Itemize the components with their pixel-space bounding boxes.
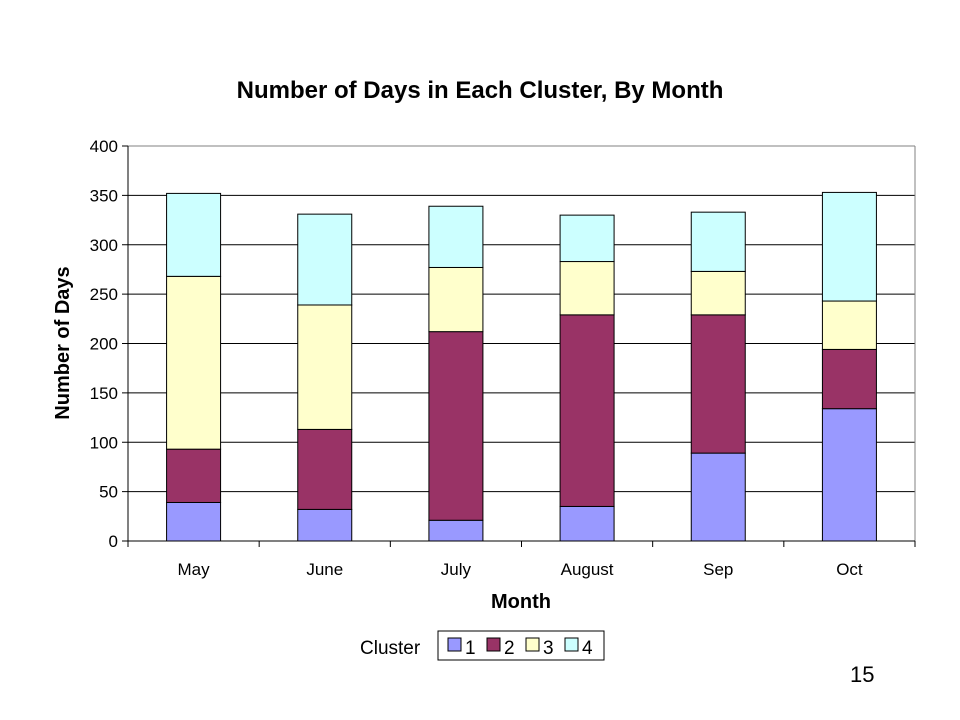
x-tick-label: Oct — [836, 560, 863, 579]
legend-swatch-cluster-2 — [486, 637, 501, 652]
bar-segment-cluster-1 — [690, 452, 746, 542]
bar-segment-cluster-3 — [297, 304, 353, 430]
legend: Cluster 1 2 3 4 — [360, 630, 605, 661]
y-tick-label: 0 — [109, 532, 118, 551]
bar-segment-cluster-4 — [821, 191, 877, 302]
legend-swatch-cluster-4 — [564, 637, 579, 652]
bar-segment-cluster-3 — [821, 300, 877, 350]
y-tick-label: 250 — [90, 285, 118, 304]
bar-segment-cluster-4 — [690, 211, 746, 272]
page-number: 15 — [850, 662, 875, 687]
y-tick-label: 50 — [99, 483, 118, 502]
legend-label-cluster-4: 4 — [582, 638, 593, 659]
legend-swatch-cluster-1 — [447, 637, 462, 652]
y-tick-label: 350 — [90, 186, 118, 205]
bar-segment-cluster-1 — [428, 519, 484, 542]
bar-segment-cluster-3 — [428, 266, 484, 333]
bar-segment-cluster-4 — [166, 192, 222, 277]
y-tick-label: 150 — [90, 384, 118, 403]
x-tick-label: August — [561, 560, 614, 579]
bar-segment-cluster-2 — [428, 331, 484, 521]
x-tick-label: May — [178, 560, 211, 579]
x-axis-title: Month — [491, 591, 551, 613]
bar-segment-cluster-1 — [166, 501, 222, 542]
bar-segment-cluster-4 — [297, 213, 353, 306]
x-tick-label: July — [441, 560, 472, 579]
legend-swatch-cluster-3 — [525, 637, 540, 652]
y-tick-label: 200 — [90, 335, 118, 354]
bar-segment-cluster-1 — [297, 508, 353, 542]
bar-segment-cluster-3 — [559, 261, 615, 316]
bar-segment-cluster-2 — [821, 348, 877, 410]
legend-box — [437, 630, 605, 661]
axes — [122, 145, 916, 547]
legend-label-cluster-1: 1 — [465, 638, 476, 659]
bar-segment-cluster-3 — [690, 270, 746, 316]
y-tick-labels: 0 50 100 150 200 250 300 350 400 — [90, 137, 118, 551]
bars — [166, 191, 877, 542]
bar-segment-cluster-2 — [166, 448, 222, 503]
y-tick-label: 300 — [90, 236, 118, 255]
x-tick-label: June — [306, 560, 343, 579]
bar-segment-cluster-1 — [821, 408, 877, 542]
y-tick-label: 100 — [90, 433, 118, 452]
bar-segment-cluster-1 — [559, 505, 615, 542]
y-tick-label: 400 — [90, 137, 118, 156]
x-tick-labels: May June July August Sep Oct — [178, 560, 863, 579]
legend-label-cluster-2: 2 — [504, 638, 515, 659]
legend-title: Cluster — [360, 638, 421, 659]
bar-segment-cluster-3 — [166, 275, 222, 450]
bar-segment-cluster-2 — [559, 314, 615, 507]
bar-segment-cluster-2 — [297, 428, 353, 510]
legend-label-cluster-3: 3 — [543, 638, 554, 659]
bar-segment-cluster-2 — [690, 314, 746, 454]
bar-segment-cluster-4 — [428, 205, 484, 268]
chart-title: Number of Days in Each Cluster, By Month — [237, 77, 724, 104]
x-tick-label: Sep — [703, 560, 733, 579]
y-axis-title: Number of Days — [52, 266, 74, 419]
legend-items: 1 2 3 4 — [447, 637, 593, 659]
bar-segment-cluster-4 — [559, 214, 615, 263]
